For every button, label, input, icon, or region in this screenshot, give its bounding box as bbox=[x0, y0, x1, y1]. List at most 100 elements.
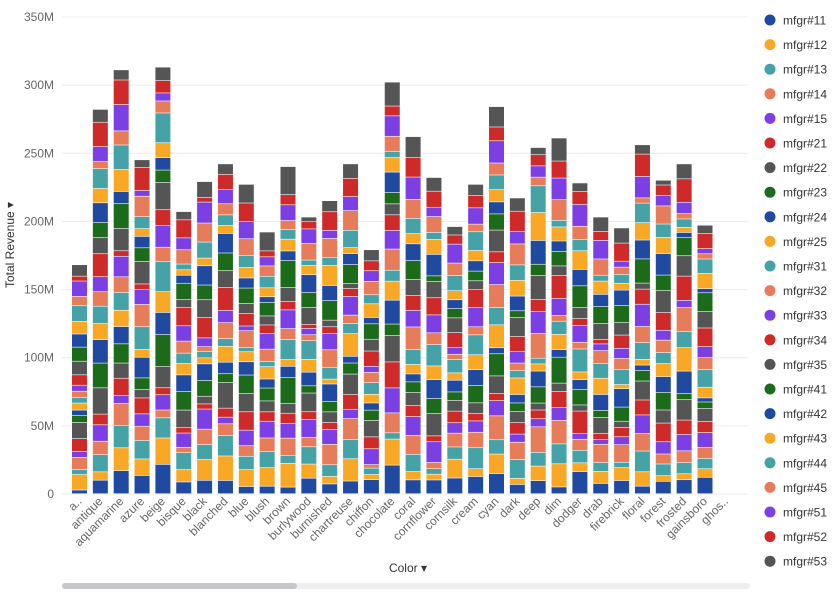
bar-segment[interactable] bbox=[551, 251, 567, 266]
bar-segment[interactable] bbox=[259, 276, 275, 288]
bar-segment[interactable] bbox=[447, 263, 463, 276]
bar-segment[interactable] bbox=[197, 258, 213, 266]
legend-marker[interactable] bbox=[764, 334, 776, 346]
bar-segment[interactable] bbox=[426, 366, 442, 380]
bar-segment[interactable] bbox=[301, 307, 317, 325]
bar-segment[interactable] bbox=[468, 281, 484, 290]
bar-segment[interactable] bbox=[280, 287, 296, 302]
bar-segment[interactable] bbox=[72, 334, 87, 347]
bar-segment[interactable] bbox=[634, 240, 650, 259]
bar-segment[interactable] bbox=[697, 311, 713, 328]
bar-segment[interactable] bbox=[363, 250, 379, 261]
bar-segment[interactable] bbox=[72, 281, 87, 297]
bar-segment[interactable] bbox=[301, 341, 317, 359]
bar-segment[interactable] bbox=[572, 342, 588, 349]
bar-segment[interactable] bbox=[322, 285, 338, 301]
bar-segment[interactable] bbox=[530, 177, 546, 186]
bar-segment[interactable] bbox=[72, 265, 87, 276]
bar-segment[interactable] bbox=[322, 422, 338, 430]
bar-segment[interactable] bbox=[676, 347, 692, 371]
bar-segment[interactable] bbox=[468, 184, 484, 196]
bar-segment[interactable] bbox=[238, 469, 254, 487]
bar-segment[interactable] bbox=[405, 374, 421, 382]
bar-segment[interactable] bbox=[426, 344, 442, 366]
bar-segment[interactable] bbox=[322, 484, 338, 494]
bar-segment[interactable] bbox=[509, 442, 525, 460]
bar-segment[interactable] bbox=[468, 208, 484, 224]
bar-segment[interactable] bbox=[343, 409, 359, 419]
bar-segment[interactable] bbox=[92, 441, 108, 455]
bar-segment[interactable] bbox=[572, 405, 588, 411]
bar-segment[interactable] bbox=[530, 212, 546, 241]
bar-segment[interactable] bbox=[634, 203, 650, 223]
bar-segment[interactable] bbox=[447, 291, 463, 300]
bar-segment[interactable] bbox=[551, 391, 567, 408]
bar-segment[interactable] bbox=[572, 226, 588, 240]
bar-segment[interactable] bbox=[134, 357, 150, 378]
bar-segment[interactable] bbox=[405, 471, 421, 480]
bar-segment[interactable] bbox=[426, 379, 442, 399]
bar-segment[interactable] bbox=[363, 394, 379, 403]
bar-segment[interactable] bbox=[280, 403, 296, 413]
bar-segment[interactable] bbox=[447, 275, 463, 291]
bar-segment[interactable] bbox=[676, 400, 692, 420]
bar-segment[interactable] bbox=[530, 147, 546, 155]
bar-segment[interactable] bbox=[72, 410, 87, 416]
bar-segment[interactable] bbox=[509, 363, 525, 371]
bar-segment[interactable] bbox=[489, 400, 504, 416]
bar-segment[interactable] bbox=[384, 362, 400, 388]
bar-segment[interactable] bbox=[259, 297, 275, 303]
bar-segment[interactable] bbox=[72, 415, 87, 423]
bar-segment[interactable] bbox=[322, 212, 338, 231]
bar-segment[interactable] bbox=[363, 317, 379, 324]
bar-segment[interactable] bbox=[676, 276, 692, 301]
bar-segment[interactable] bbox=[280, 195, 296, 205]
bar-segment[interactable] bbox=[322, 429, 338, 445]
bar-segment[interactable] bbox=[697, 293, 713, 312]
legend-label[interactable]: mfgr#33 bbox=[783, 309, 827, 323]
bar-segment[interactable] bbox=[72, 347, 87, 361]
bar-segment[interactable] bbox=[72, 438, 87, 452]
bar-segment[interactable] bbox=[572, 439, 588, 451]
bar-segment[interactable] bbox=[551, 178, 567, 200]
bar-segment[interactable] bbox=[92, 388, 108, 414]
bar-segment[interactable] bbox=[655, 376, 671, 393]
bar-segment[interactable] bbox=[509, 336, 525, 351]
bar-segment[interactable] bbox=[113, 70, 129, 80]
bar-segment[interactable] bbox=[593, 217, 609, 232]
bar-segment[interactable] bbox=[322, 320, 338, 327]
bar-segment[interactable] bbox=[655, 454, 671, 464]
bar-segment[interactable] bbox=[405, 454, 421, 472]
bar-segment[interactable] bbox=[72, 276, 87, 281]
bar-segment[interactable] bbox=[405, 349, 421, 365]
bar-segment[interactable] bbox=[363, 410, 379, 421]
bar-segment[interactable] bbox=[426, 398, 442, 414]
bar-segment[interactable] bbox=[301, 229, 317, 244]
legend-label[interactable]: mfgr#13 bbox=[783, 63, 827, 77]
legend-marker[interactable] bbox=[764, 555, 776, 567]
bar-segment[interactable] bbox=[72, 469, 87, 475]
bar-segment[interactable] bbox=[447, 300, 463, 309]
bar-segment[interactable] bbox=[197, 351, 213, 358]
bar-segment[interactable] bbox=[593, 350, 609, 364]
bar-segment[interactable] bbox=[155, 438, 171, 465]
bar-segment[interactable] bbox=[176, 211, 192, 220]
bar-segment[interactable] bbox=[92, 203, 108, 223]
bar-segment[interactable] bbox=[489, 376, 504, 394]
bar-segment[interactable] bbox=[363, 464, 379, 468]
bar-segment[interactable] bbox=[697, 248, 713, 254]
bar-segment[interactable] bbox=[655, 330, 671, 340]
bar-segment[interactable] bbox=[572, 286, 588, 308]
bar-segment[interactable] bbox=[530, 364, 546, 371]
bar-segment[interactable] bbox=[363, 474, 379, 480]
bar-segment[interactable] bbox=[363, 366, 379, 373]
bar-segment[interactable] bbox=[92, 254, 108, 277]
bar-segment[interactable] bbox=[614, 228, 630, 243]
bar-segment[interactable] bbox=[676, 451, 692, 463]
bar-segment[interactable] bbox=[92, 188, 108, 203]
bar-segment[interactable] bbox=[530, 275, 546, 300]
bar-segment[interactable] bbox=[614, 335, 630, 348]
bar-segment[interactable] bbox=[489, 454, 504, 474]
bar-segment[interactable] bbox=[551, 138, 567, 161]
bar-segment[interactable] bbox=[405, 233, 421, 244]
